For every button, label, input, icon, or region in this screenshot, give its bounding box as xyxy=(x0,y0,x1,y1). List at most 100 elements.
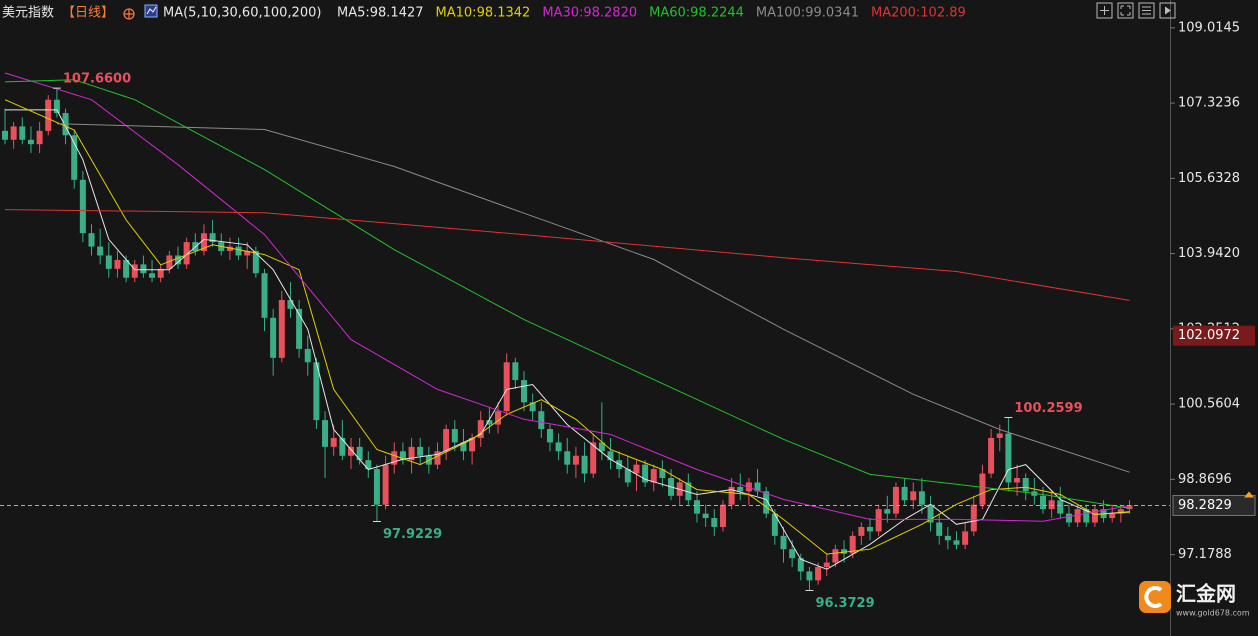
watermark-logo-mark xyxy=(1144,586,1163,608)
candle-body xyxy=(650,469,657,483)
watermark-logo xyxy=(1139,581,1171,613)
candle-body xyxy=(1091,509,1098,523)
candle-body xyxy=(261,273,268,318)
candle-body xyxy=(348,446,354,456)
candle-body xyxy=(244,251,251,256)
legend-entry: MA30:98.2820 xyxy=(542,6,637,21)
candle-body xyxy=(79,179,86,234)
candle-body xyxy=(1014,478,1021,483)
candle-body xyxy=(304,348,311,363)
legend-entry: MA60:98.2244 xyxy=(649,6,744,21)
candle-body xyxy=(694,500,700,514)
candle-body xyxy=(443,429,450,452)
candle-body xyxy=(36,130,43,145)
candle-body xyxy=(988,437,995,474)
add-indicator-icon[interactable] xyxy=(123,8,135,20)
candle-body xyxy=(685,482,692,501)
candle-body xyxy=(546,429,553,443)
candle-body xyxy=(529,402,536,412)
candle-body xyxy=(1005,433,1012,483)
play-button[interactable] xyxy=(1159,2,1176,19)
watermark-url: www.gold678.com xyxy=(1176,609,1250,618)
candle-body xyxy=(823,562,830,568)
candle-body xyxy=(702,513,709,519)
candle-body xyxy=(659,469,666,479)
candle-body xyxy=(884,509,891,514)
extreme-label: 100.2599 xyxy=(1014,401,1082,416)
period[interactable]: 【日线】 xyxy=(62,6,114,21)
layout-button[interactable] xyxy=(1138,2,1155,19)
candle-body xyxy=(590,442,597,474)
candle-body xyxy=(399,451,406,461)
candle-body xyxy=(910,491,917,501)
ma-line xyxy=(4,209,1130,301)
price-axis: 109.0145107.3236105.6328103.9420102.2512… xyxy=(1170,20,1256,562)
candle-body xyxy=(1065,513,1072,523)
candle-body xyxy=(209,233,216,243)
candle-body xyxy=(642,464,649,483)
candle-body xyxy=(287,299,294,309)
crosshair-button[interactable] xyxy=(1096,2,1113,19)
candle-body xyxy=(849,535,856,554)
candle-body xyxy=(745,482,752,492)
candle-body xyxy=(45,99,52,131)
legend-entry: MA5:98.1427 xyxy=(337,6,424,21)
candle-body xyxy=(867,526,873,532)
candle-body xyxy=(832,549,839,563)
y-tick-label: 103.9420 xyxy=(1178,246,1240,261)
candle-body xyxy=(417,446,424,456)
candle-body xyxy=(114,259,121,269)
candle-body xyxy=(970,504,977,532)
candle-body xyxy=(754,482,761,492)
candle-body xyxy=(979,473,986,505)
instrument-title: 美元指数 xyxy=(2,6,54,21)
candle-body xyxy=(572,455,579,465)
price-marker-arrow xyxy=(1244,491,1254,498)
price-marker-box xyxy=(1172,494,1256,516)
candle-body xyxy=(797,558,804,572)
candle-body xyxy=(521,380,527,403)
candle-body xyxy=(841,549,848,554)
candle-body xyxy=(1109,513,1116,519)
candle-body xyxy=(858,526,865,536)
candle-body xyxy=(1057,500,1064,514)
candle-body xyxy=(382,464,389,505)
candle-body xyxy=(322,420,329,447)
candle-body xyxy=(278,299,285,358)
indicator-icon[interactable] xyxy=(144,4,158,18)
y-tick-label: 109.0145 xyxy=(1178,20,1240,35)
candle-body xyxy=(918,491,925,505)
candle-body xyxy=(296,308,303,349)
candle-body xyxy=(486,420,493,425)
candle-body xyxy=(88,233,95,247)
candle-body xyxy=(460,442,467,452)
ma-header: MA(5,10,30,60,100,200) xyxy=(163,6,321,21)
candle-body xyxy=(97,246,104,256)
candle-body xyxy=(140,264,147,274)
candle-body xyxy=(503,362,510,412)
candle-body xyxy=(728,486,735,505)
y-tick-label: 97.1788 xyxy=(1178,547,1232,562)
zoom-button[interactable] xyxy=(1117,2,1134,19)
candle-body xyxy=(1126,505,1133,510)
candle-body xyxy=(339,437,346,456)
candle-body xyxy=(131,264,138,278)
candle-body xyxy=(477,420,484,438)
candle-body xyxy=(737,486,744,492)
candle-body xyxy=(711,518,718,527)
candle-body xyxy=(19,126,26,140)
candle-body xyxy=(330,437,337,447)
candle-body xyxy=(892,486,899,514)
candle-body xyxy=(564,451,571,465)
candle-body xyxy=(123,259,130,278)
candle-body xyxy=(1022,478,1029,492)
candle-body xyxy=(53,99,60,114)
candle-body xyxy=(356,446,363,461)
candle-body xyxy=(166,255,173,269)
candle-body xyxy=(200,233,207,252)
candle-body xyxy=(996,433,1003,438)
extreme-label: 107.6600 xyxy=(63,72,131,87)
candle-body xyxy=(1040,495,1046,510)
candle-body xyxy=(1074,509,1081,523)
